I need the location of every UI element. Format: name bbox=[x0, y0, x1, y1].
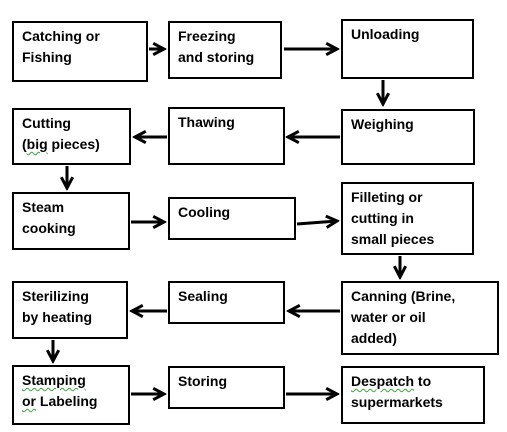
spellcheck-marked-word: Stamping bbox=[22, 372, 86, 388]
step-cooling: Cooling bbox=[168, 197, 296, 240]
step-storing: Storing bbox=[168, 366, 285, 409]
step-unloading: Unloading bbox=[341, 19, 474, 79]
step-freezing-and-storing: Freezing and storing bbox=[168, 21, 282, 79]
step-sealing: Sealing bbox=[168, 281, 285, 324]
spellcheck-marked-word: Despatch bbox=[351, 373, 415, 389]
step-thawing: Thawing bbox=[168, 107, 285, 165]
step-filleting-or-cutting: Filleting or cutting in small pieces bbox=[341, 182, 474, 255]
spellcheck-marked-word: big bbox=[26, 136, 48, 152]
step-canning: Canning (Brine, water or oil added) bbox=[341, 281, 499, 355]
step-weighing: Weighing bbox=[341, 109, 475, 165]
step-sterilizing-by-heating: Sterilizing by heating bbox=[12, 281, 128, 339]
step-stamping-or-labeling: Stamping or Labeling bbox=[12, 365, 130, 425]
arrow-cooling-to-filleting bbox=[296, 221, 337, 224]
step-despatch-to-supermarkets: Despatch to supermarkets bbox=[341, 366, 485, 424]
spellcheck-marked-word: or bbox=[22, 393, 36, 409]
step-steam-cooking: Steam cooking bbox=[12, 192, 130, 250]
step-catching-or-fishing: Catching or Fishing bbox=[12, 21, 148, 82]
step-cutting-big-pieces: Cutting (big pieces) bbox=[12, 108, 131, 165]
